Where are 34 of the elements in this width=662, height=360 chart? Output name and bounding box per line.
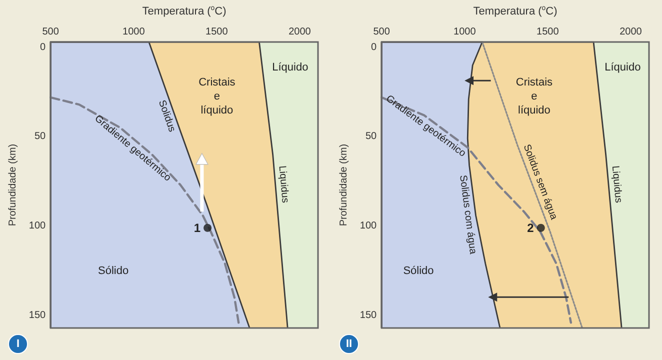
annotation: Líquido — [272, 62, 308, 74]
y-tick-label: 100 — [360, 220, 378, 232]
x-tick-label: 1500 — [206, 26, 228, 38]
series-label: Liquidus — [276, 165, 290, 204]
y-tick-label: 0 — [40, 42, 46, 53]
annotation: 2 — [527, 220, 534, 235]
annotation: Cristais e líquido — [198, 76, 236, 116]
text: Solidus sem água — [520, 143, 560, 222]
series-label: Liquidus — [609, 165, 624, 204]
circle-badge: II — [339, 334, 359, 354]
annotation: 1 — [194, 220, 201, 235]
annotation: Cristais e líquido — [516, 76, 554, 116]
x-tick-label: 1500 — [536, 26, 560, 38]
y-tick-label: 0 — [371, 42, 378, 53]
y-axis-title: Profundidade (km) — [8, 144, 18, 226]
series-label: Solidus — [156, 98, 178, 134]
y-tick-label: 150 — [28, 310, 46, 321]
y-tick-label: 100 — [28, 220, 46, 232]
x-tick-label: 500 — [373, 26, 390, 38]
x-tick-label: 1000 — [122, 26, 146, 38]
x-tick-label: 2000 — [620, 26, 642, 38]
annotation: Sólido — [403, 264, 434, 277]
x-tick-label: 2000 — [288, 26, 312, 38]
y-tick-label: 50 — [34, 131, 46, 142]
annotation: Sólido — [98, 264, 129, 277]
line-series — [481, 41, 584, 329]
x-tick-label: 500 — [42, 26, 60, 38]
x-tick-label: 1000 — [454, 26, 476, 38]
y-tick-label: 50 — [365, 131, 378, 142]
y-axis-title: Profundidade (km) — [338, 144, 350, 226]
annotation: Líquido — [604, 62, 641, 74]
circle-badge: I — [8, 334, 28, 354]
y-tick-label: 150 — [360, 310, 378, 321]
series-label: Solidus com água — [457, 174, 478, 256]
